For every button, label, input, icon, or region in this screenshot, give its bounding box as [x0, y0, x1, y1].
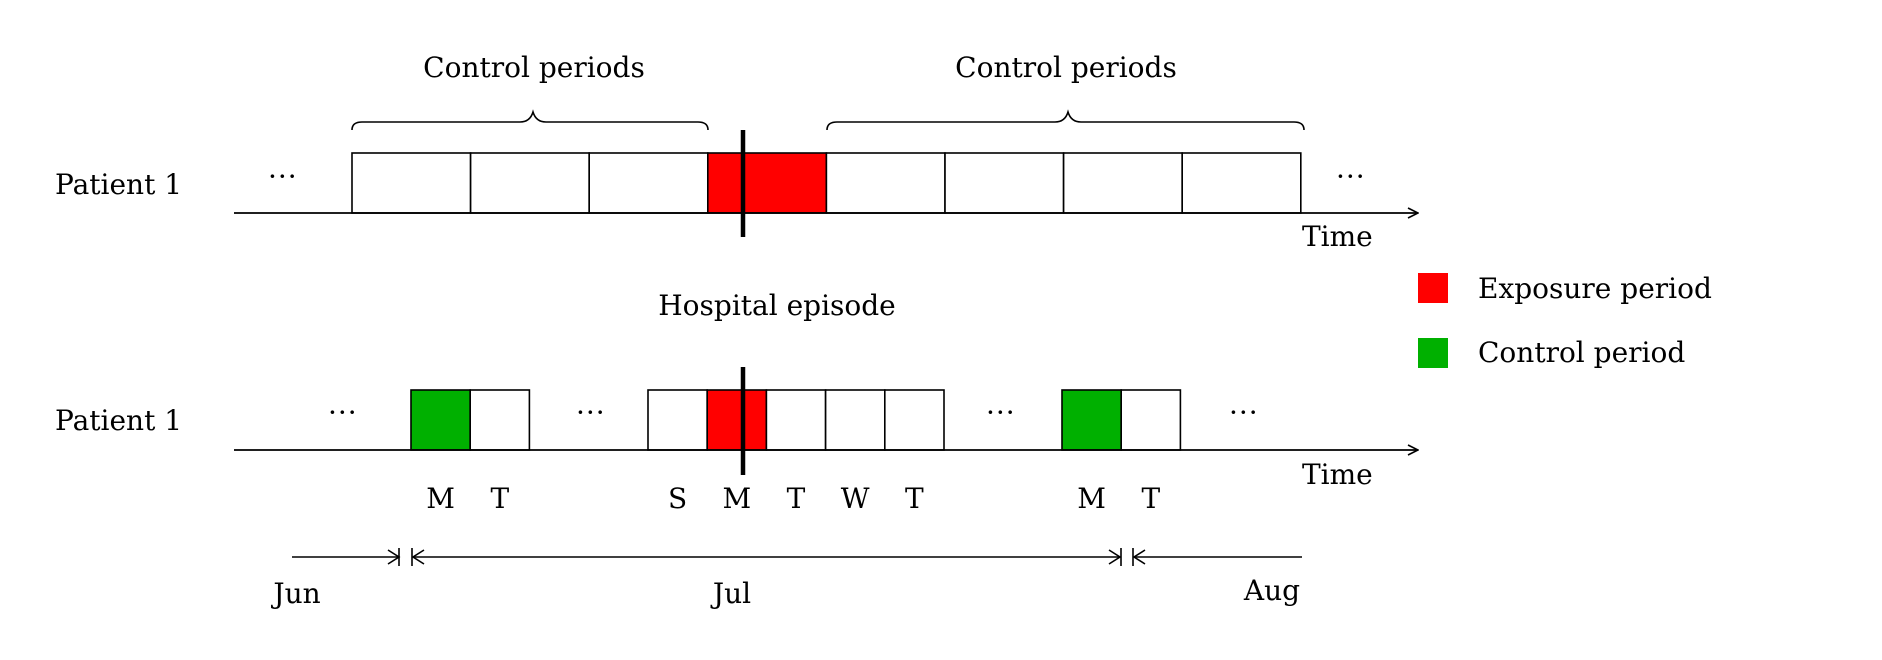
day-block-control [410, 389, 472, 451]
top-block-exposure [706, 152, 828, 214]
legend-exposure-swatch [1418, 273, 1448, 303]
top-period-blocks [351, 152, 1302, 214]
day-block-none [469, 389, 531, 451]
day-label: T [787, 482, 806, 515]
right-control-brace [826, 109, 1305, 131]
legend: Exposure period Control period [1418, 272, 1712, 369]
bottom-ellipsis-3: ··· [986, 396, 1016, 429]
day-label: M [1077, 482, 1106, 515]
day-label: W [841, 482, 870, 515]
day-block-exposure [706, 389, 768, 451]
legend-control-label: Control period [1478, 336, 1685, 369]
top-block-none [588, 152, 709, 214]
day-label: T [905, 482, 924, 515]
day-block-none [765, 389, 827, 451]
day-block-none [1120, 389, 1182, 451]
left-brace-label: Control periods [423, 51, 645, 84]
day-label: S [668, 482, 687, 515]
day-block-control [1061, 389, 1123, 451]
top-block-none [469, 152, 591, 214]
month-aug-label: Aug [1243, 574, 1300, 607]
day-block-none [883, 389, 945, 451]
bottom-ellipsis-4: ··· [1229, 396, 1259, 429]
top-block-none [351, 152, 472, 214]
top-time-label: Time [1302, 220, 1373, 253]
day-block-none [647, 389, 709, 451]
day-label: M [426, 482, 455, 515]
bottom-time-label: Time [1302, 458, 1373, 491]
left-control-brace [351, 109, 709, 131]
day-label: T [1141, 482, 1160, 515]
month-jul-label: Jul [710, 577, 751, 610]
jul-range-head-right [1108, 549, 1122, 565]
top-block-none [1181, 152, 1302, 214]
legend-exposure-label: Exposure period [1478, 272, 1712, 305]
bottom-day-blocks [410, 389, 1182, 451]
top-block-none [944, 152, 1065, 214]
month-ranges [292, 548, 1302, 566]
top-ellipsis-left: ··· [268, 160, 298, 193]
right-brace-label: Control periods [955, 51, 1177, 84]
hospital-episode-label: Hospital episode [658, 289, 896, 322]
top-block-none [1062, 152, 1183, 214]
day-label: M [722, 482, 751, 515]
top-block-none [825, 152, 946, 214]
legend-control-swatch [1418, 338, 1448, 368]
top-ellipsis-right: ··· [1336, 160, 1366, 193]
bottom-patient-label: Patient 1 [55, 404, 182, 437]
bottom-ellipsis-2: ··· [576, 396, 606, 429]
bottom-ellipsis-1: ··· [328, 396, 358, 429]
top-patient-label: Patient 1 [55, 168, 182, 201]
day-block-none [824, 389, 886, 451]
month-jun-label: Jun [270, 577, 320, 610]
day-label: T [490, 482, 509, 515]
